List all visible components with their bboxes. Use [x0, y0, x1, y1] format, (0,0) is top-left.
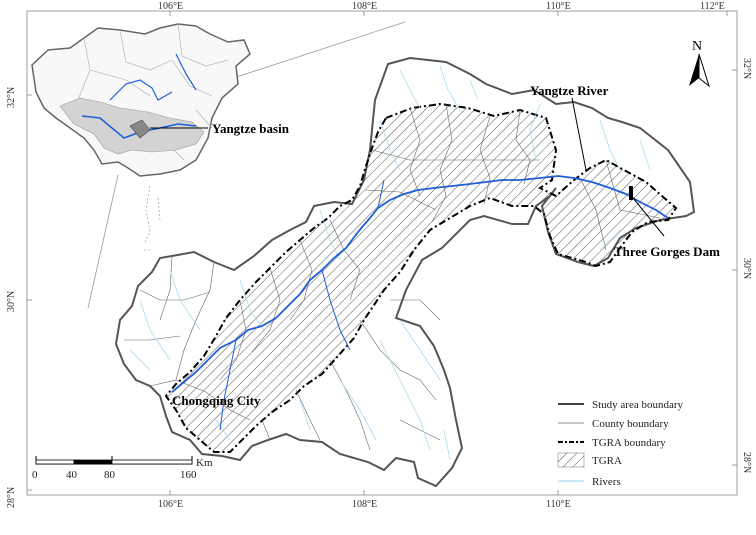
label-yangtze-basin: Yangtze basin: [212, 121, 290, 136]
county-boundaries: [124, 103, 661, 451]
legend-label-county: County boundary: [592, 418, 669, 430]
scale-tick-160: 160: [180, 469, 197, 481]
tick-right-32: 32°N: [741, 58, 752, 79]
three-gorges-dam-marker: [629, 186, 633, 200]
tick-top-112: 112°E: [700, 1, 725, 12]
inset-china-map: Yangtze basin: [31, 23, 290, 251]
inset-leader-lower: [87, 174, 119, 309]
minor-rivers: [129, 65, 651, 461]
legend-label-tgra-boundary: TGRA boundary: [592, 437, 666, 449]
tick-right-30: 30°N: [741, 258, 752, 279]
legend-label-tgra: TGRA: [592, 455, 622, 467]
inset-yangtze-river: [81, 115, 197, 139]
legend-label-rivers: Rivers: [592, 476, 621, 488]
north-arrow: N: [689, 39, 710, 88]
china-outline: [31, 23, 251, 177]
scale-tick-40: 40: [66, 469, 78, 481]
tgra-area: [164, 102, 678, 453]
label-three-gorges-dam: Three Gorges Dam: [614, 244, 720, 259]
study-area: [114, 56, 696, 488]
map-frame: [26, 10, 738, 496]
tick-bottom-108: 108°E: [352, 499, 377, 510]
label-yangtze-river: Yangtze River: [530, 83, 609, 98]
legend-label-study-area: Study area boundary: [592, 399, 684, 411]
scale-tick-0: 0: [32, 469, 38, 481]
label-chongqing-city: Chongqing City: [172, 393, 261, 408]
tributaries: [219, 179, 385, 431]
scale-bar: 0 40 80 160 Km: [32, 456, 213, 481]
dam-leader: [632, 197, 665, 237]
north-arrow-letter: N: [692, 39, 702, 54]
scale-unit: Km: [196, 457, 213, 469]
tick-right-28: 28°N: [741, 452, 752, 473]
tick-top-108: 108°E: [352, 1, 377, 12]
tick-bottom-106: 106°E: [158, 499, 183, 510]
tick-bottom-110: 110°E: [546, 499, 571, 510]
tick-top-110: 110°E: [546, 1, 571, 12]
yangtze-main-channel: [171, 175, 669, 393]
inset-study-area: [129, 119, 151, 139]
yangtze-river-leader: [571, 97, 587, 171]
tick-top-106: 106°E: [158, 1, 183, 12]
inset-northeast-river: [175, 53, 197, 91]
graticule-ticks: [27, 11, 737, 495]
tick-left-32: 32°N: [6, 87, 17, 108]
tick-left-28: 28°N: [6, 487, 17, 508]
scale-tick-80: 80: [104, 469, 116, 481]
inset-yellow-river: [109, 79, 173, 101]
legend: Study area boundary County boundary TGRA…: [557, 399, 684, 488]
south-china-sea-islands: [143, 185, 161, 251]
tick-left-30: 30°N: [6, 291, 17, 312]
legend-symbol-tgra: [557, 452, 585, 468]
